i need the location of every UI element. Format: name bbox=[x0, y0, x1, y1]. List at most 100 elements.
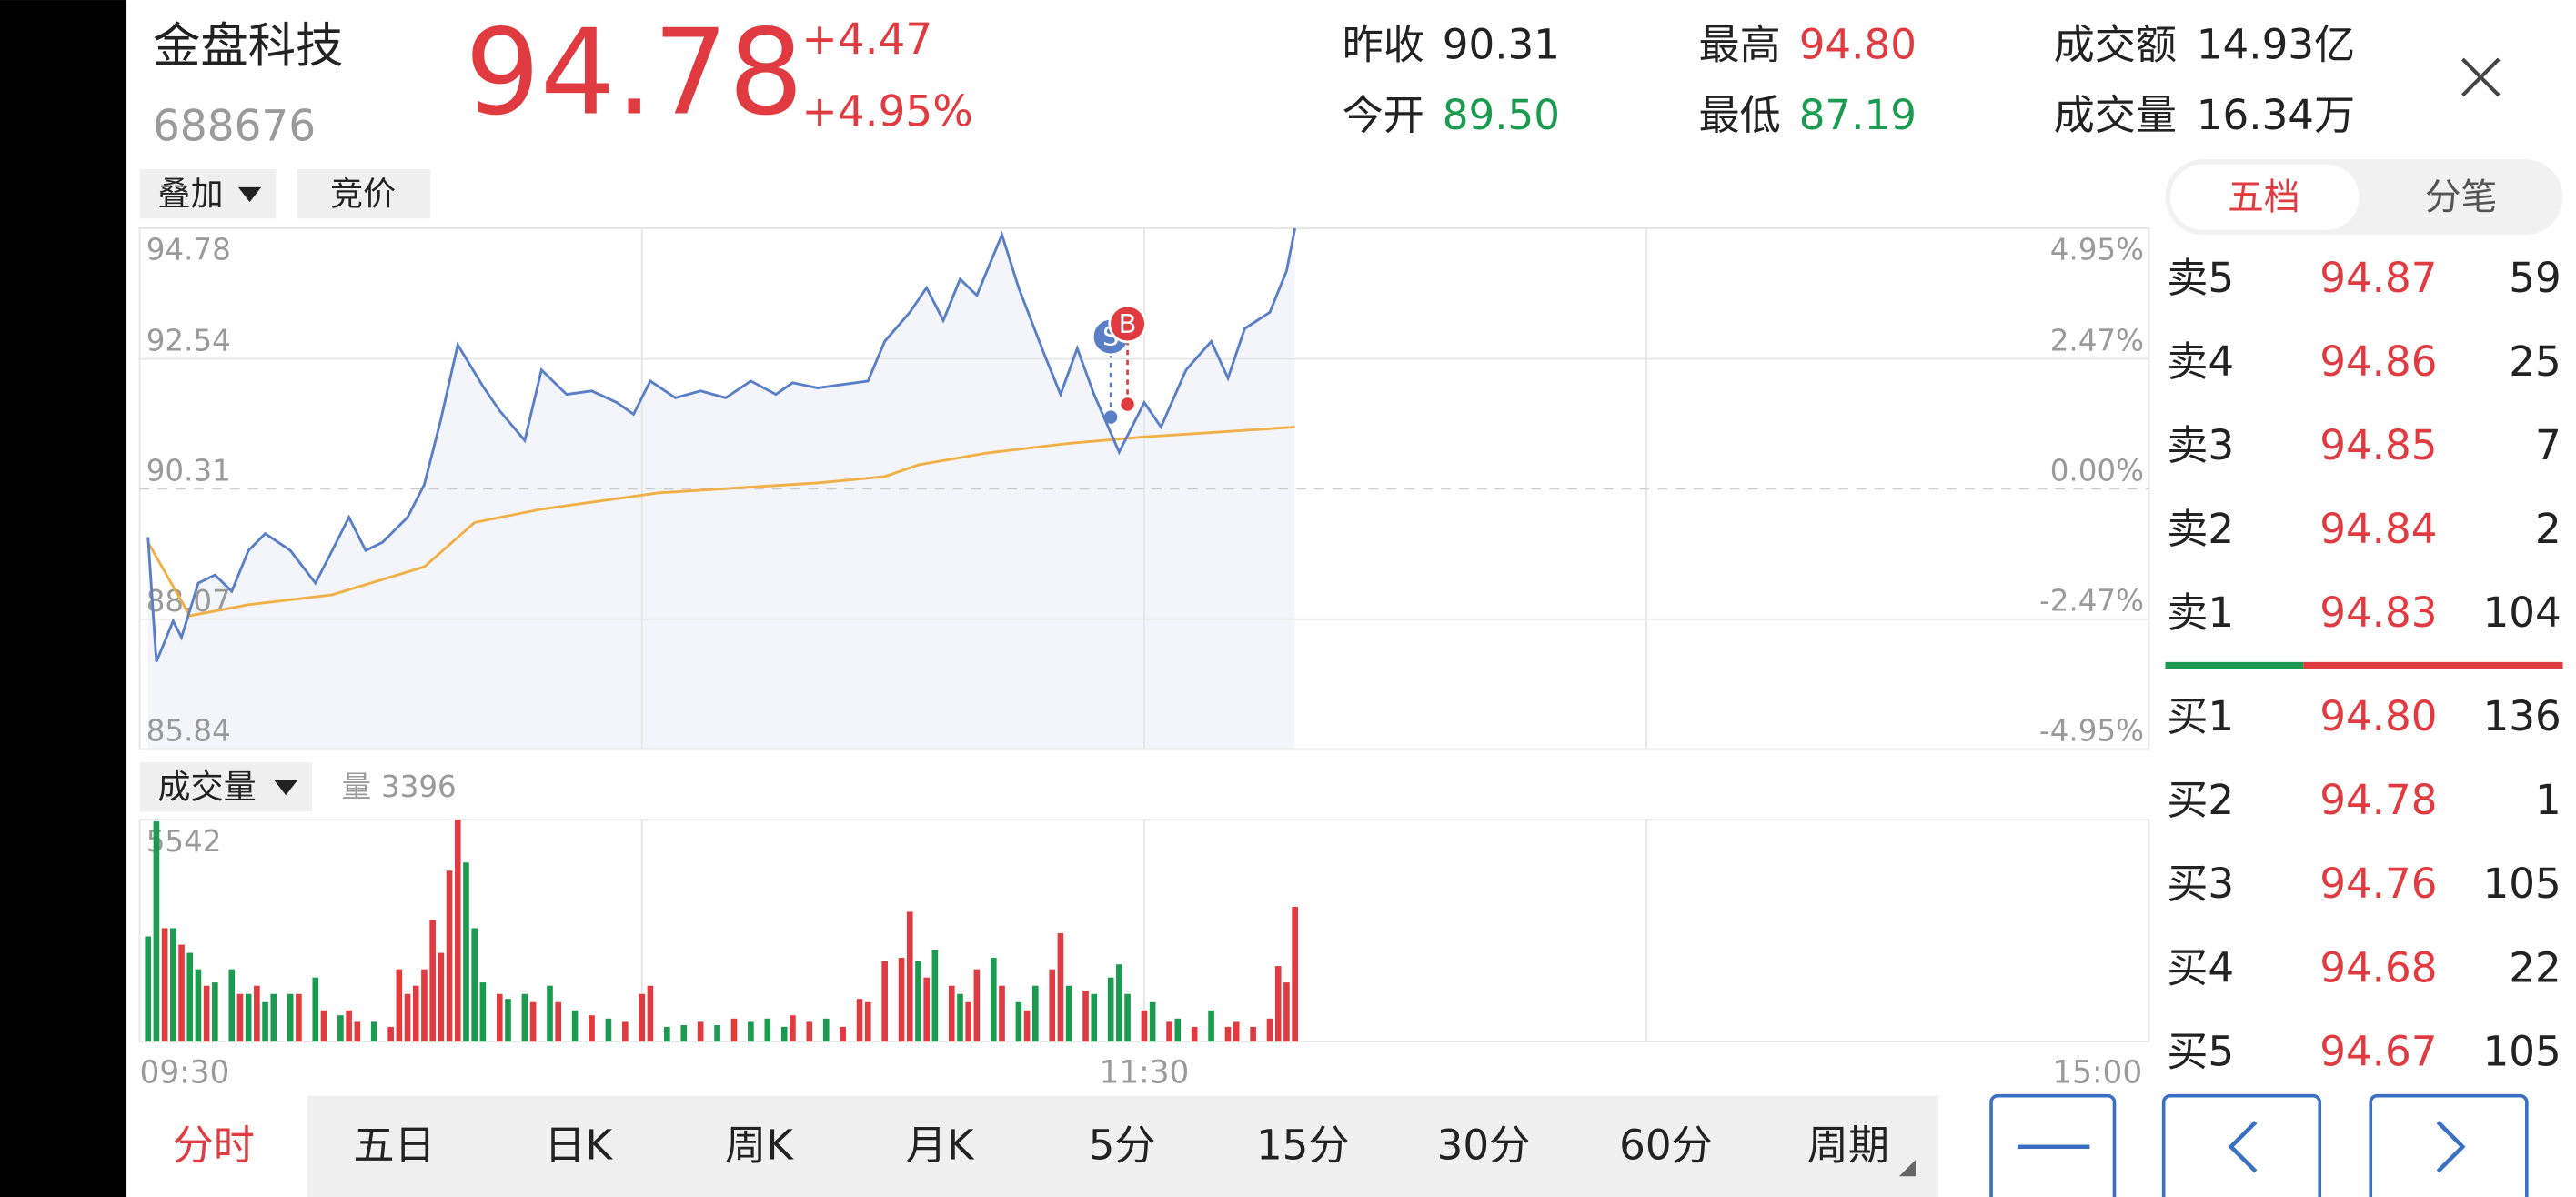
volume-bar bbox=[438, 952, 445, 1042]
book-price: 94.80 bbox=[2319, 692, 2437, 740]
volume-bar bbox=[1015, 1001, 1022, 1042]
x-tick-label: 09:30 bbox=[140, 1054, 230, 1091]
y2-tick-label: 0.00% bbox=[2050, 453, 2144, 488]
volume-bar bbox=[170, 928, 176, 1042]
volume-bar bbox=[1124, 993, 1131, 1042]
volume-bar bbox=[245, 993, 252, 1042]
volume-bar bbox=[1057, 932, 1064, 1042]
book-side: 买4 bbox=[2167, 943, 2234, 991]
volume-bar bbox=[1208, 1010, 1214, 1042]
period-tab[interactable]: 五日 bbox=[353, 1121, 435, 1169]
volume-bar bbox=[471, 928, 478, 1042]
volume-bar bbox=[195, 969, 202, 1042]
volume-bar bbox=[589, 1015, 595, 1042]
volume-bar bbox=[454, 820, 461, 1042]
volume-bar bbox=[1224, 1026, 1232, 1042]
y-tick-label: 92.54 bbox=[146, 324, 231, 358]
marker-dot bbox=[1121, 397, 1134, 411]
marker-label: B bbox=[1119, 308, 1137, 339]
volume-bar bbox=[547, 985, 553, 1042]
book-price: 94.84 bbox=[2319, 505, 2437, 553]
volume-bar bbox=[730, 1018, 738, 1042]
book-volume: 7 bbox=[2535, 421, 2561, 469]
volume-bar bbox=[864, 1001, 871, 1042]
volume-bar bbox=[1191, 1026, 1198, 1042]
period-tab[interactable]: 周期 bbox=[1807, 1121, 1889, 1169]
book-side: 卖4 bbox=[2167, 337, 2234, 386]
volume-bar bbox=[856, 999, 863, 1042]
book-price: 94.67 bbox=[2319, 1027, 2437, 1075]
book-side: 卖3 bbox=[2167, 421, 2234, 469]
period-tab[interactable]: 月K bbox=[906, 1121, 975, 1169]
volume-bar bbox=[1283, 982, 1290, 1042]
close-button[interactable] bbox=[2460, 57, 2501, 97]
book-volume: 22 bbox=[2509, 943, 2561, 991]
volume-bar bbox=[605, 1018, 612, 1042]
book-price: 94.68 bbox=[2319, 943, 2437, 991]
book-price: 94.86 bbox=[2319, 337, 2437, 386]
dropdown-arrow bbox=[237, 186, 262, 203]
y-tick-label: 85.84 bbox=[146, 714, 231, 749]
stat-label: 最高 bbox=[1699, 20, 1781, 68]
period-tab[interactable]: 分时 bbox=[173, 1121, 255, 1169]
stock-code: 688676 bbox=[153, 102, 316, 152]
volume-bar bbox=[320, 1010, 327, 1042]
volume-caption: 量 bbox=[342, 770, 372, 804]
volume-bar bbox=[1266, 1018, 1273, 1042]
volume-bar bbox=[790, 1015, 796, 1042]
volume-bar bbox=[1141, 1010, 1148, 1042]
period-tab[interactable]: 周K bbox=[725, 1121, 794, 1169]
volume-bar bbox=[446, 870, 453, 1042]
volume-bar bbox=[186, 952, 194, 1042]
volume-bar bbox=[647, 985, 654, 1042]
book-divider-bid bbox=[2165, 661, 2304, 669]
period-tab[interactable]: 30分 bbox=[1437, 1121, 1531, 1169]
stat-label: 成交额 bbox=[2054, 20, 2177, 68]
volume-bar bbox=[840, 1026, 846, 1042]
book-price: 94.76 bbox=[2319, 860, 2437, 908]
volume-bar bbox=[664, 1026, 670, 1042]
volume-bar bbox=[915, 961, 921, 1042]
y2-tick-label: 4.95% bbox=[2050, 233, 2144, 267]
volume-bar bbox=[680, 1025, 688, 1042]
nav-button[interactable] bbox=[2369, 1093, 2529, 1197]
volume-bar bbox=[479, 982, 487, 1042]
volume-bar bbox=[1174, 1018, 1182, 1042]
period-tab[interactable]: 60分 bbox=[1619, 1121, 1713, 1169]
book-side: 买5 bbox=[2167, 1027, 2234, 1075]
volume-bar bbox=[555, 1001, 562, 1042]
volume-bar bbox=[1023, 1010, 1031, 1042]
volume-bar bbox=[387, 1026, 394, 1042]
book-price: 94.87 bbox=[2319, 254, 2437, 302]
volume-bar bbox=[312, 977, 319, 1042]
book-tab[interactable]: 五档 bbox=[2228, 176, 2299, 218]
stat-value: 90.31 bbox=[1443, 20, 1560, 68]
volume-bar bbox=[1091, 993, 1098, 1042]
auction-button[interactable] bbox=[297, 169, 431, 219]
book-side: 卖1 bbox=[2167, 588, 2234, 637]
volume-bar bbox=[999, 985, 1005, 1042]
period-tab[interactable]: 15分 bbox=[1256, 1121, 1350, 1169]
period-tab[interactable]: 日K bbox=[544, 1121, 613, 1169]
book-volume: 136 bbox=[2483, 692, 2561, 740]
volume-bar bbox=[1292, 907, 1298, 1042]
volume-bar bbox=[1149, 1001, 1156, 1042]
book-volume: 25 bbox=[2509, 337, 2561, 386]
stat-label: 昨收 bbox=[1343, 20, 1424, 68]
volume-bar bbox=[236, 993, 244, 1042]
book-side: 卖5 bbox=[2167, 254, 2234, 302]
book-tab-active[interactable] bbox=[2169, 164, 2360, 230]
volume-bar bbox=[957, 993, 963, 1042]
volume-bar bbox=[1233, 1021, 1240, 1042]
volume-bar bbox=[429, 920, 436, 1042]
volume-bar bbox=[748, 1021, 754, 1042]
volume-bar bbox=[463, 862, 469, 1042]
volume-bar bbox=[228, 969, 236, 1042]
marker-badge bbox=[1108, 304, 1147, 344]
x-tick-label: 15:00 bbox=[2052, 1054, 2142, 1091]
stat-label: 今开 bbox=[1343, 91, 1424, 139]
period-tab[interactable]: 5分 bbox=[1089, 1121, 1156, 1169]
book-volume: 105 bbox=[2483, 860, 2561, 908]
book-tab[interactable]: 分笔 bbox=[2425, 176, 2497, 218]
nav-button[interactable] bbox=[2161, 1093, 2322, 1197]
